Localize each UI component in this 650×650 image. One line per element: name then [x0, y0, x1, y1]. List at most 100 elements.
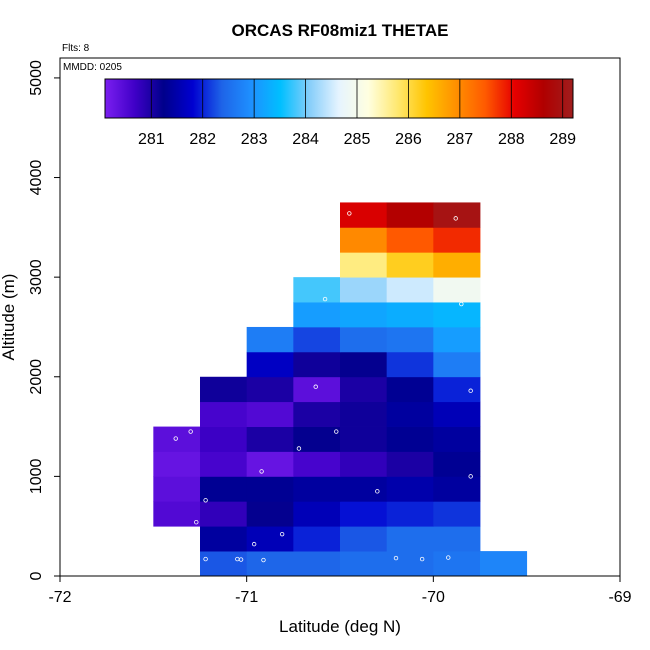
sample-point	[261, 557, 266, 563]
heatmap-cell	[293, 277, 341, 303]
heatmap-cell	[340, 277, 388, 303]
heatmap-cell	[293, 426, 341, 452]
heatmap-cell	[293, 501, 341, 527]
y-axis-label: Altitude (m)	[0, 274, 18, 361]
heatmap-cell	[293, 526, 341, 552]
x-tick-label: -69	[608, 589, 631, 606]
heatmap-cell	[340, 551, 388, 577]
heatmap-cell	[246, 451, 294, 477]
heatmap-cell	[246, 426, 294, 452]
y-axis: 0 1000 2000 3000 4000 5000	[28, 60, 60, 580]
y-tick-label: 4000	[28, 160, 45, 196]
heatmap-cell	[200, 426, 248, 452]
sample-point	[419, 556, 425, 562]
sample-point	[468, 474, 473, 479]
x-tick-label: -70	[422, 589, 445, 606]
x-tick-label: -72	[48, 589, 71, 606]
heatmap-cell	[340, 326, 388, 353]
colorbar-tick-label: 284	[292, 131, 319, 148]
sample-point	[334, 429, 339, 434]
x-axis-label: Latitude (deg N)	[279, 617, 401, 636]
heatmap-cell	[386, 501, 434, 527]
sample-point	[322, 296, 328, 302]
heatmap-cell	[153, 426, 201, 452]
colorbar: 281 282 283 284 285 286 287 288 289	[104, 78, 576, 148]
heatmap-cell	[386, 202, 434, 228]
heatmap-cell	[293, 302, 341, 328]
heatmap-cell	[433, 426, 481, 452]
heatmap-cell	[246, 326, 294, 353]
heatmap-cell	[480, 551, 528, 577]
sample-point	[203, 556, 208, 562]
heatmap-cell	[433, 476, 481, 502]
x-tick-label: -71	[235, 589, 258, 606]
heatmap-cell	[246, 501, 294, 527]
sample-point	[296, 446, 302, 451]
plot-frame	[59, 57, 621, 577]
flights-note: Flts: 8	[62, 43, 90, 54]
heatmap-cell	[340, 476, 388, 502]
heatmap-cell	[340, 451, 388, 477]
colorbar-scale	[104, 78, 574, 119]
sample-point	[251, 541, 257, 547]
heatmap-cell	[246, 526, 294, 552]
heatmap-cell	[340, 202, 388, 228]
heatmap-cell	[200, 501, 248, 527]
sample-point	[194, 520, 199, 525]
colorbar-tick-label: 288	[498, 131, 525, 148]
heatmap-cell	[340, 401, 388, 427]
heatmap-cell	[386, 426, 434, 452]
heatmap-cell	[433, 326, 481, 353]
heatmap-cells	[153, 202, 528, 577]
heatmap-cell	[153, 476, 201, 502]
y-tick-label: 0	[28, 571, 45, 580]
sample-point	[393, 555, 399, 561]
heatmap-cell	[433, 451, 481, 477]
chart-title: ORCAS RF08miz1 THETAE	[232, 21, 449, 40]
heatmap-cell	[433, 551, 481, 577]
sample-point	[279, 531, 285, 537]
colorbar-tick-label: 283	[241, 131, 268, 148]
heatmap-cell	[293, 376, 341, 403]
sample-point	[259, 469, 264, 474]
heatmap-cell	[340, 252, 388, 278]
colorbar-tick-label: 281	[138, 131, 165, 148]
heatmap-cell	[200, 401, 248, 427]
sample-point	[375, 489, 380, 494]
heatmap-cell	[386, 376, 434, 403]
heatmap-cell	[340, 501, 388, 527]
heatmap-cell	[433, 526, 481, 552]
sample-point	[203, 498, 208, 503]
heatmap-cell	[200, 551, 248, 577]
heatmap-cell	[433, 501, 481, 527]
heatmap-cell	[200, 376, 248, 403]
heatmap-cell	[386, 227, 434, 253]
colorbar-tick-label: 282	[189, 131, 216, 148]
heatmap-cell	[340, 376, 388, 403]
heatmap-cell	[293, 451, 341, 477]
heatmap-cell	[246, 376, 294, 403]
heatmap-cell	[386, 451, 434, 477]
sample-point	[453, 216, 458, 221]
heatmap-cell	[433, 202, 481, 228]
heatmap-cell	[200, 526, 248, 552]
sample-point	[459, 301, 464, 307]
sample-point	[188, 429, 193, 434]
heatmap-cell	[340, 426, 388, 452]
heatmap-cell	[386, 351, 434, 378]
sample-point	[347, 211, 352, 216]
heatmap-cell	[340, 227, 388, 253]
heatmap-cell	[293, 351, 341, 378]
heatmap-cell	[433, 376, 481, 403]
heatmap-cell	[293, 551, 341, 577]
sample-point	[173, 436, 178, 441]
heatmap-cell	[340, 351, 388, 378]
heatmap-cell	[246, 476, 294, 502]
sample-point	[313, 384, 318, 389]
sample-point	[446, 555, 451, 560]
y-tick-label: 5000	[28, 60, 45, 96]
date-note: MMDD: 0205	[63, 62, 122, 73]
heatmap-cell	[386, 326, 434, 353]
heatmap-cell	[293, 326, 341, 353]
heatmap-cell	[200, 476, 248, 502]
